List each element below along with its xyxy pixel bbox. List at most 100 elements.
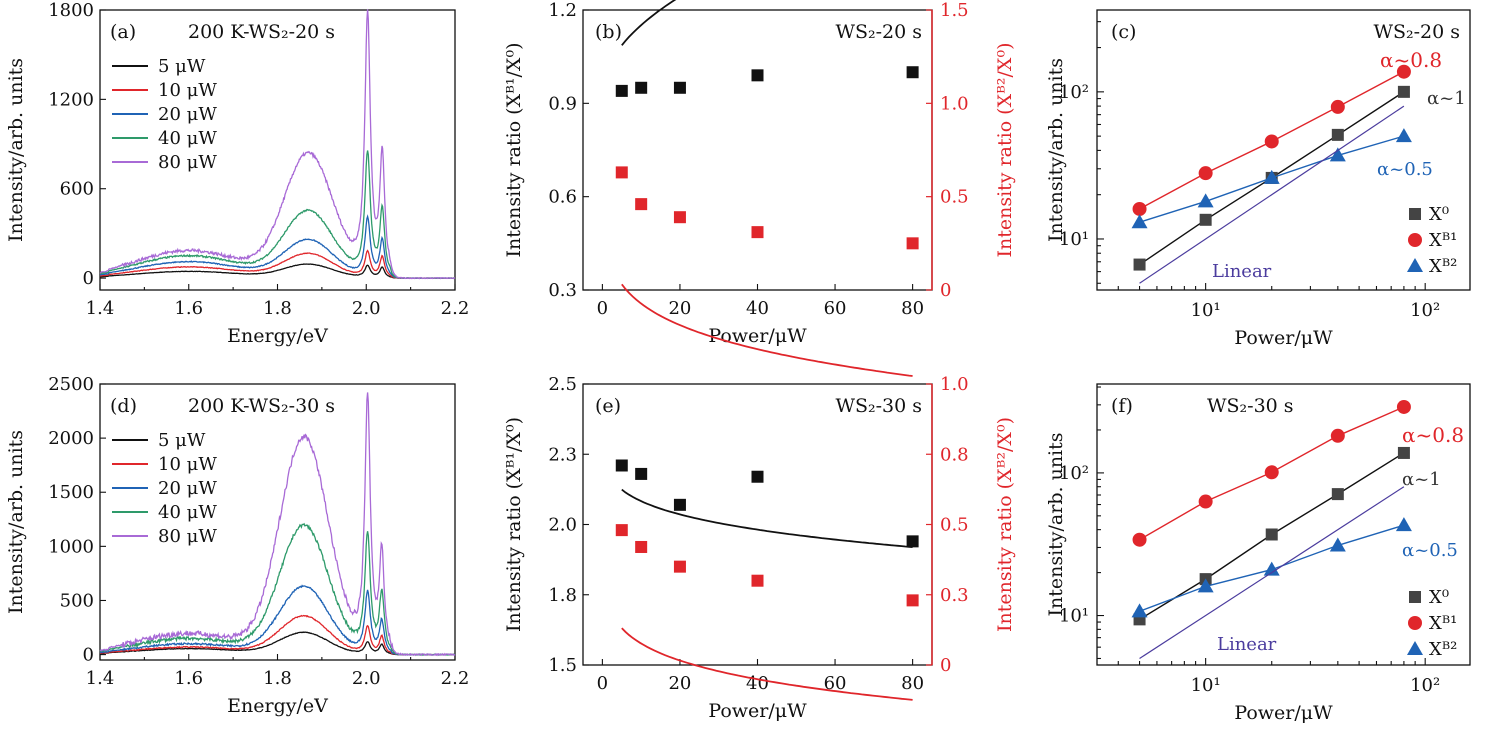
x-tick-label: 1.6 [174,668,203,689]
data-point-square [906,66,919,79]
data-point-square [1397,446,1410,459]
y-axis-label-right: Intensity ratio (Xᴮ²/X⁰) [994,417,1016,632]
panel-label: (a) [110,21,136,43]
data-point-square [615,166,628,179]
annotation-label: Linear [1217,634,1277,655]
y-axis-label: Intensity/arb. units [1045,58,1067,242]
data-point-triangle [1197,193,1214,208]
y-tick-label-right: 0.5 [940,187,969,208]
plot-frame [99,9,456,291]
plot-frame [582,383,933,666]
data-point-triangle [1329,537,1346,552]
data-point-square [906,237,919,250]
legend-label: Xᴮ¹ [1429,613,1457,634]
fit-curve [621,627,913,701]
x-tick-label: 60 [824,298,847,319]
panel-title: 200 K-WS₂-20 s [188,21,335,43]
data-point-square [906,535,919,548]
x-tick-label: 0 [597,298,608,319]
y-tick-label: 1200 [48,89,94,110]
legend-label: Xᴮ¹ [1429,230,1457,251]
y-tick-label: 10¹ [1059,606,1089,627]
data-point-triangle [1263,169,1280,184]
x-tick-label: 1.4 [86,298,115,319]
data-point-circle [1396,64,1411,79]
panel-title: WS₂-20 s [835,21,922,43]
data-point-square [635,467,648,480]
chart-panel-d: 1.4 1.6 1.8 2.0 2.2 0 500 1000 1500 2000 2500 Energ… [5,374,469,717]
y-tick-label-right: 1.5 [940,0,969,21]
panel-title: 200 K-WS₂-30 s [188,395,335,417]
legend-label: 80 μW [158,526,217,547]
x-tick-label: 2.2 [441,668,470,689]
x-tick-label: 60 [824,673,847,694]
x-tick-label: 1.4 [86,668,115,689]
chart-panel-e: 0 20 40 60 80 1.5 1.8 2.0 2.3 2.5 0 0.3 0.5 0.8 1.0 Pow… [503,374,1016,722]
x-tick-label: 2.0 [352,668,381,689]
data-point-triangle [1263,561,1280,576]
y-tick-label-left: 1.5 [548,655,577,676]
legend-label: 40 μW [158,128,217,149]
annotation-label: α~0.5 [1402,540,1458,561]
fit-curve [621,488,913,548]
y-tick-label-right: 1.0 [940,374,969,395]
panel-label: (c) [1111,21,1136,43]
data-point-circle [1264,134,1279,149]
panel-title: WS₂-30 s [1207,395,1294,417]
data-point-circle [1132,201,1147,216]
data-point-square [635,81,648,94]
x-tick-label: 0 [597,673,608,694]
x-tick-label: 10¹ [1191,675,1221,696]
annotation-label: α~0.8 [1380,48,1442,72]
data-point-circle [1396,399,1411,414]
data-point-square [751,69,764,82]
legend-marker-square [1409,591,1421,603]
data-point-square [1331,128,1344,141]
data-point-square [673,498,686,511]
data-point-circle [1198,494,1213,509]
spectrum-line [99,392,456,657]
data-point-square [635,540,648,553]
data-point-square [751,574,764,587]
data-point-triangle [1329,147,1346,162]
y-tick-label: 500 [60,590,94,611]
legend-label: 5 μW [158,56,206,77]
legend-label: 10 μW [158,454,217,475]
legend-label: 40 μW [158,502,217,523]
plot-frame [1096,383,1471,666]
x-tick-label: 10² [1410,675,1440,696]
legend-label: 10 μW [158,80,217,101]
data-point-circle [1198,166,1213,181]
y-tick-label-left: 0.9 [548,93,577,114]
legend-label: 20 μW [158,478,217,499]
data-point-square [1265,528,1278,541]
x-tick-label: 2.0 [352,298,381,319]
legend-marker-triangle [1407,258,1423,272]
spectrum-line [99,263,455,279]
data-point-square [673,81,686,94]
data-point-square [673,560,686,573]
spectrum-line [99,150,456,280]
annotation-label: α~1 [1427,88,1466,109]
spectrum-line [99,522,456,657]
data-point-square [1199,213,1212,226]
y-tick-label: 10² [1059,82,1089,103]
chart-panel-f: 10¹ 10¹ 10² 10² Power/μW Intensity/arb. units… [1045,383,1471,724]
linear-reference-line [1139,486,1405,659]
x-tick-label: 20 [668,673,691,694]
y-tick-label: 0 [83,268,94,289]
annotation-label: Linear [1212,261,1272,282]
fit-curve [621,0,677,46]
plot-frame [99,383,456,661]
fit-curve [621,283,913,377]
x-tick-label: 1.6 [174,298,203,319]
y-tick-label-left: 2.0 [548,515,577,536]
spectrum-line [99,9,456,280]
x-tick-label: 10² [1410,300,1440,321]
y-tick-label: 600 [60,179,94,200]
y-tick-label-left: 1.2 [548,0,577,21]
x-axis-label: Power/μW [1234,702,1333,724]
y-tick-label: 10¹ [1059,229,1089,250]
chart-panel-b: 0 20 40 60 80 0.3 0.6 0.9 1.2 0 0.5 1.0 1.5 Power/μW I… [503,0,1016,377]
